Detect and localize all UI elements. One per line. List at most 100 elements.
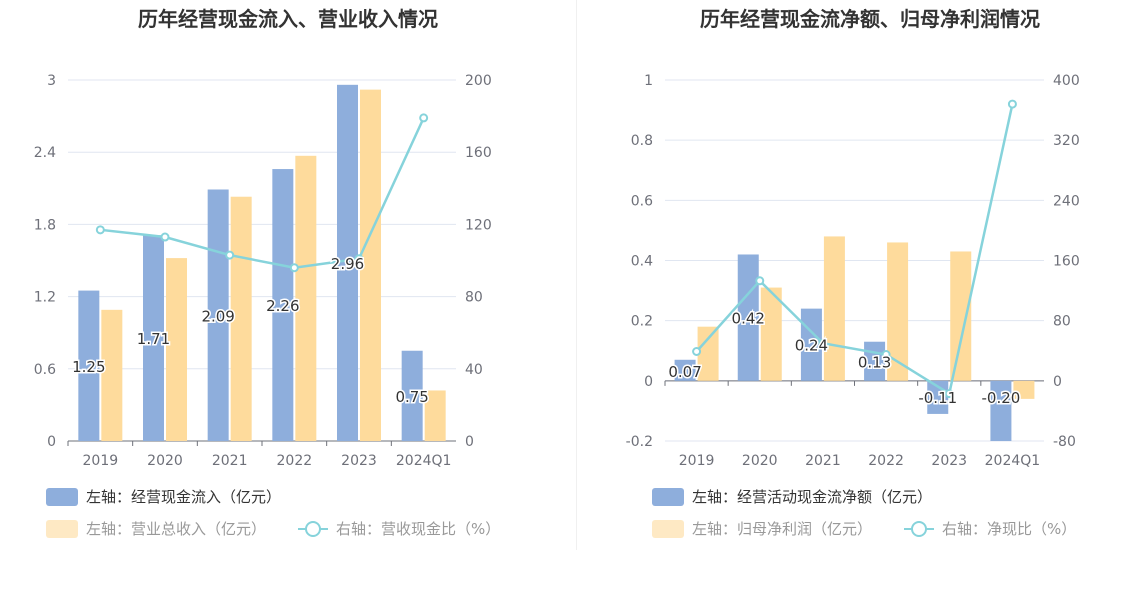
legend-marker-2 — [911, 521, 927, 537]
y-right-tick-label: 400 — [1053, 73, 1080, 89]
legend-label-2: 右轴：净现比（%） — [942, 520, 1076, 538]
x-axis: 2019 2020 2021 2022 2023 2024Q1 — [67, 440, 456, 469]
bar-secondary[interactable] — [101, 309, 123, 441]
line-point[interactable] — [289, 263, 299, 273]
bar-series — [674, 236, 1035, 441]
line-point[interactable] — [944, 389, 954, 399]
x-tick-label: 2022 — [277, 453, 313, 469]
y-right-tick-label: 160 — [465, 145, 492, 161]
bar-value-label: 0.24 — [795, 337, 828, 355]
bar-secondary[interactable] — [166, 258, 187, 441]
bar-value-label: -0.20 — [982, 389, 1021, 407]
bar-primary[interactable] — [674, 359, 696, 381]
y-left-tick-label: 0.4 — [631, 254, 653, 270]
bar-primary[interactable] — [272, 169, 294, 441]
y-right-tick-label: 80 — [1053, 314, 1071, 330]
y-right-tick-label: 240 — [1053, 193, 1080, 209]
line-point[interactable] — [1007, 99, 1017, 109]
line-point[interactable] — [354, 254, 364, 264]
line-point[interactable] — [881, 350, 891, 360]
y-right-tick-label: 0 — [465, 434, 474, 450]
line-point[interactable] — [818, 338, 828, 348]
legend-marker-2 — [305, 521, 321, 537]
x-tick-label: 2023 — [931, 453, 967, 469]
legend: 左轴：经营活动现金流净额（亿元） 左轴：归母净利润（亿元） 右轴：净现比（%） — [652, 488, 1076, 538]
y-axis-right: -80 0 80 160 240 320 400 — [1053, 73, 1080, 450]
x-tick-label: 2019 — [679, 453, 715, 469]
bar-secondary[interactable] — [823, 236, 845, 381]
data-labels: 0.07 0.42 0.24 0.13 -0.11 -0.20 — [667, 308, 1022, 408]
bar-value-label: 0.75 — [395, 388, 428, 406]
bar-value-label: 2.96 — [331, 255, 364, 273]
y-left-tick-label: 0.8 — [631, 133, 653, 149]
legend-item-0[interactable]: 左轴：经营活动现金流净额（亿元） — [652, 488, 932, 506]
legend-item-1[interactable]: 左轴：营业总收入（亿元） — [46, 520, 266, 538]
bar-series — [78, 84, 446, 442]
legend-item-2[interactable]: 右轴：净现比（%） — [904, 520, 1076, 538]
bar-primary[interactable] — [78, 290, 100, 441]
legend-label-1: 左轴：营业总收入（亿元） — [86, 520, 266, 538]
bar-primary[interactable] — [990, 380, 1012, 441]
bar-secondary[interactable] — [295, 155, 317, 441]
line-path — [100, 117, 425, 269]
legend-label-0: 左轴：经营现金流入（亿元） — [86, 488, 281, 506]
legend-item-2[interactable]: 右轴：营收现金比（%） — [298, 520, 500, 538]
line-point[interactable] — [225, 250, 235, 260]
line-point[interactable] — [160, 232, 170, 242]
legend-swatch-1 — [46, 520, 78, 538]
x-tick-label: 2020 — [742, 453, 778, 469]
legend-swatch-0 — [652, 488, 684, 506]
bar-value-label: 0.13 — [858, 353, 891, 371]
x-tick-label: 2021 — [805, 453, 841, 469]
bar-primary[interactable] — [143, 235, 164, 441]
bar-value-label: 2.09 — [201, 307, 234, 325]
x-tick-label: 2024Q1 — [396, 453, 452, 469]
y-left-tick-label: 0.2 — [631, 314, 653, 330]
y-axis-left: -0.2 0 0.2 0.4 0.6 0.8 1 — [626, 73, 653, 450]
y-right-tick-label: 120 — [465, 217, 492, 233]
legend-swatch-1 — [652, 520, 684, 538]
legend-swatch-0 — [46, 488, 78, 506]
y-right-tick-label: -80 — [1053, 434, 1076, 450]
y-right-tick-label: 80 — [465, 290, 483, 306]
bar-secondary[interactable] — [360, 89, 381, 442]
y-axis-left: 0 0.6 1.2 1.8 2.4 3 — [34, 73, 56, 450]
y-left-tick-label: 2.4 — [34, 145, 56, 161]
legend-label-2: 右轴：营收现金比（%） — [336, 520, 500, 538]
legend-item-1[interactable]: 左轴：归母净利润（亿元） — [652, 520, 872, 538]
bar-secondary[interactable] — [887, 242, 909, 381]
y-right-tick-label: 160 — [1053, 254, 1080, 270]
netcash-profit-chart: 历年经营现金流净额、归母净利润情况 -0.200.20.40.60.81 -80… — [626, 7, 1080, 538]
y-left-tick-label: 0 — [47, 434, 56, 450]
x-tick-label: 2023 — [341, 453, 377, 469]
y-right-tick-label: 0 — [1053, 374, 1062, 390]
line-path — [695, 103, 1014, 396]
bar-value-label: 0.07 — [668, 363, 701, 381]
bar-secondary[interactable] — [950, 251, 972, 381]
y-left-tick-label: 1.2 — [34, 290, 56, 306]
legend-item-0[interactable]: 左轴：经营现金流入（亿元） — [46, 488, 281, 506]
line-point[interactable] — [755, 276, 765, 286]
x-tick-label: 2021 — [212, 453, 248, 469]
chart-title: 历年经营现金流净额、归母净利润情况 — [700, 7, 1040, 31]
y-left-tick-label: 1 — [644, 73, 653, 89]
legend-label-1: 左轴：归母净利润（亿元） — [692, 520, 872, 538]
line-series — [95, 113, 429, 273]
y-left-tick-label: 3 — [47, 73, 56, 89]
legend-label-0: 左轴：经营活动现金流净额（亿元） — [692, 488, 932, 506]
bar-primary[interactable] — [337, 84, 358, 442]
line-point[interactable] — [692, 347, 702, 357]
x-tick-label: 2020 — [147, 453, 183, 469]
line-point[interactable] — [95, 225, 105, 235]
bar-secondary[interactable] — [697, 326, 719, 381]
line-point[interactable] — [419, 113, 429, 123]
bar-secondary[interactable] — [1013, 380, 1035, 399]
bar-secondary[interactable] — [424, 390, 446, 441]
bar-value-label: 1.25 — [72, 358, 105, 376]
bar-primary[interactable] — [401, 350, 423, 441]
y-left-tick-label: 0 — [644, 374, 653, 390]
bar-secondary[interactable] — [760, 287, 782, 381]
legend: 左轴：经营现金流入（亿元） 左轴：营业总收入（亿元） 右轴：营收现金比（%） — [46, 488, 500, 538]
y-right-tick-label: 40 — [465, 362, 483, 378]
